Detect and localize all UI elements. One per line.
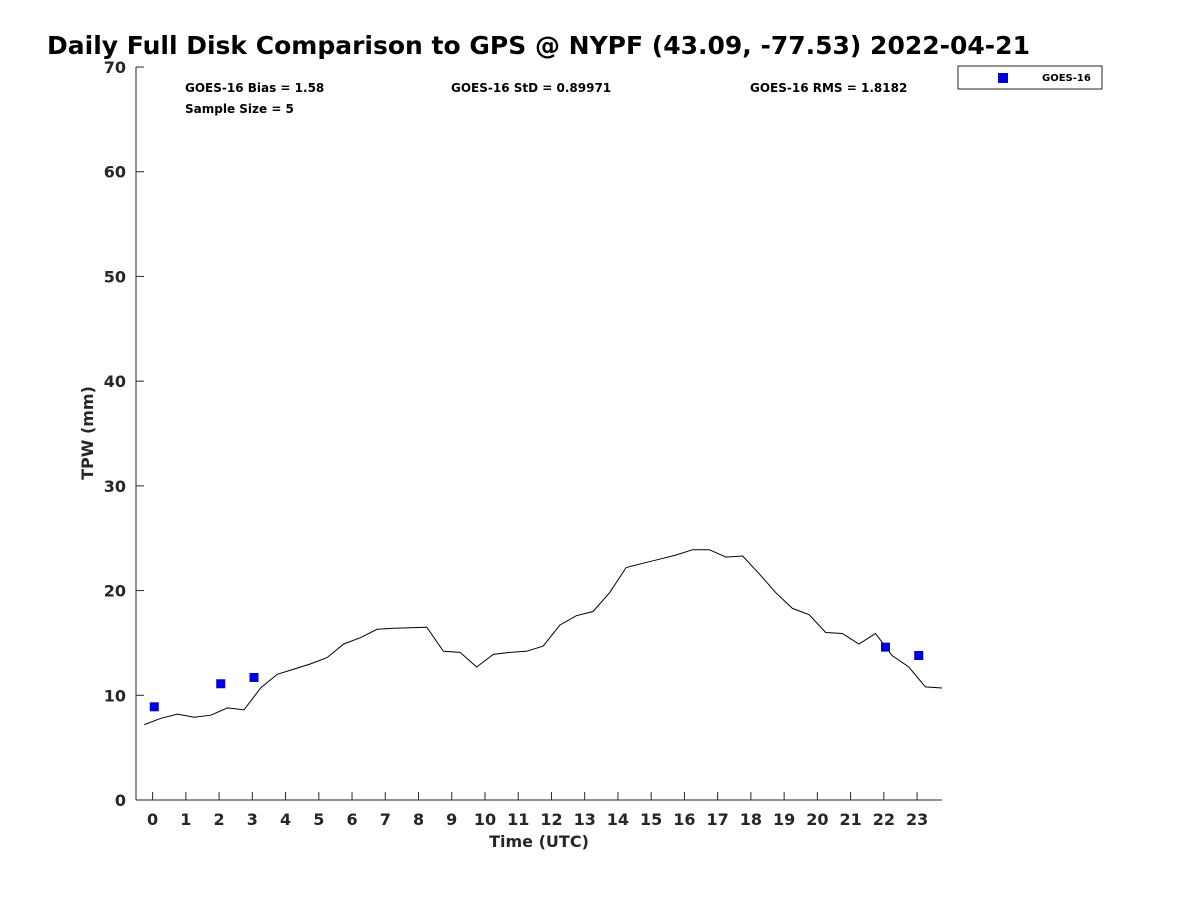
x-tick-label: 2: [214, 810, 225, 829]
x-tick-label: 0: [147, 810, 158, 829]
x-tick-label: 4: [280, 810, 291, 829]
goes16-point: [216, 679, 226, 689]
bias-annotation: GOES-16 Bias = 1.58: [185, 81, 324, 95]
y-tick-label: 60: [104, 163, 126, 182]
x-tick-label: 13: [574, 810, 596, 829]
x-tick-label: 6: [346, 810, 357, 829]
x-tick-label: 21: [839, 810, 861, 829]
gps-tpw-line: [144, 549, 943, 726]
goes16-point: [880, 642, 890, 652]
y-tick-label: 50: [104, 267, 126, 286]
x-tick-label: 1: [180, 810, 191, 829]
sample-size-annotation: Sample Size = 5: [185, 102, 294, 116]
y-tick-label: 30: [104, 477, 126, 496]
y-tick-label: 0: [115, 791, 126, 810]
stats-annotations: GOES-16 Bias = 1.58 GOES-16 StD = 0.8997…: [185, 81, 907, 116]
goes16-point: [149, 702, 159, 712]
x-tick-label: 14: [607, 810, 629, 829]
std-annotation: GOES-16 StD = 0.89971: [451, 81, 611, 95]
y-axis-label: TPW (mm): [78, 386, 97, 480]
x-axis-label: Time (UTC): [489, 832, 589, 851]
x-tick-label: 15: [640, 810, 662, 829]
x-tick-label: 18: [740, 810, 762, 829]
y-ticks: 0 10 20 30 40 50 60 70: [104, 58, 144, 810]
goes16-point: [249, 672, 259, 682]
x-tick-label: 12: [540, 810, 562, 829]
legend-box: [957, 65, 1103, 90]
x-tick-label: 19: [773, 810, 795, 829]
x-tick-label: 7: [380, 810, 391, 829]
x-tick-label: 20: [806, 810, 828, 829]
x-ticks: 0 1 2 3 4 5 6 7 8 9 10 11 12 13 14 15 16 17 18 19 20 21 22 23: [147, 792, 928, 829]
legend-marker: [998, 73, 1008, 83]
x-tick-label: 22: [873, 810, 895, 829]
x-tick-label: 17: [707, 810, 729, 829]
x-tick-label: 16: [673, 810, 695, 829]
y-tick-label: 40: [104, 372, 126, 391]
legend: GOES-16: [957, 65, 1103, 90]
y-tick-label: 10: [104, 686, 126, 705]
x-tick-label: 8: [413, 810, 424, 829]
x-tick-label: 3: [247, 810, 258, 829]
x-tick-label: 9: [446, 810, 457, 829]
plot-area: [144, 549, 943, 726]
x-tick-label: 11: [507, 810, 529, 829]
legend-label: GOES-16: [1042, 73, 1091, 84]
rms-annotation: GOES-16 RMS = 1.8182: [750, 81, 907, 95]
x-tick-label: 10: [474, 810, 496, 829]
x-tick-label: 5: [313, 810, 324, 829]
axes: [135, 67, 942, 801]
chart-title: Daily Full Disk Comparison to GPS @ NYPF…: [47, 31, 1030, 60]
y-tick-label: 20: [104, 582, 126, 601]
y-tick-label: 70: [104, 58, 126, 77]
x-tick-label: 23: [906, 810, 928, 829]
goes16-point: [914, 650, 924, 660]
